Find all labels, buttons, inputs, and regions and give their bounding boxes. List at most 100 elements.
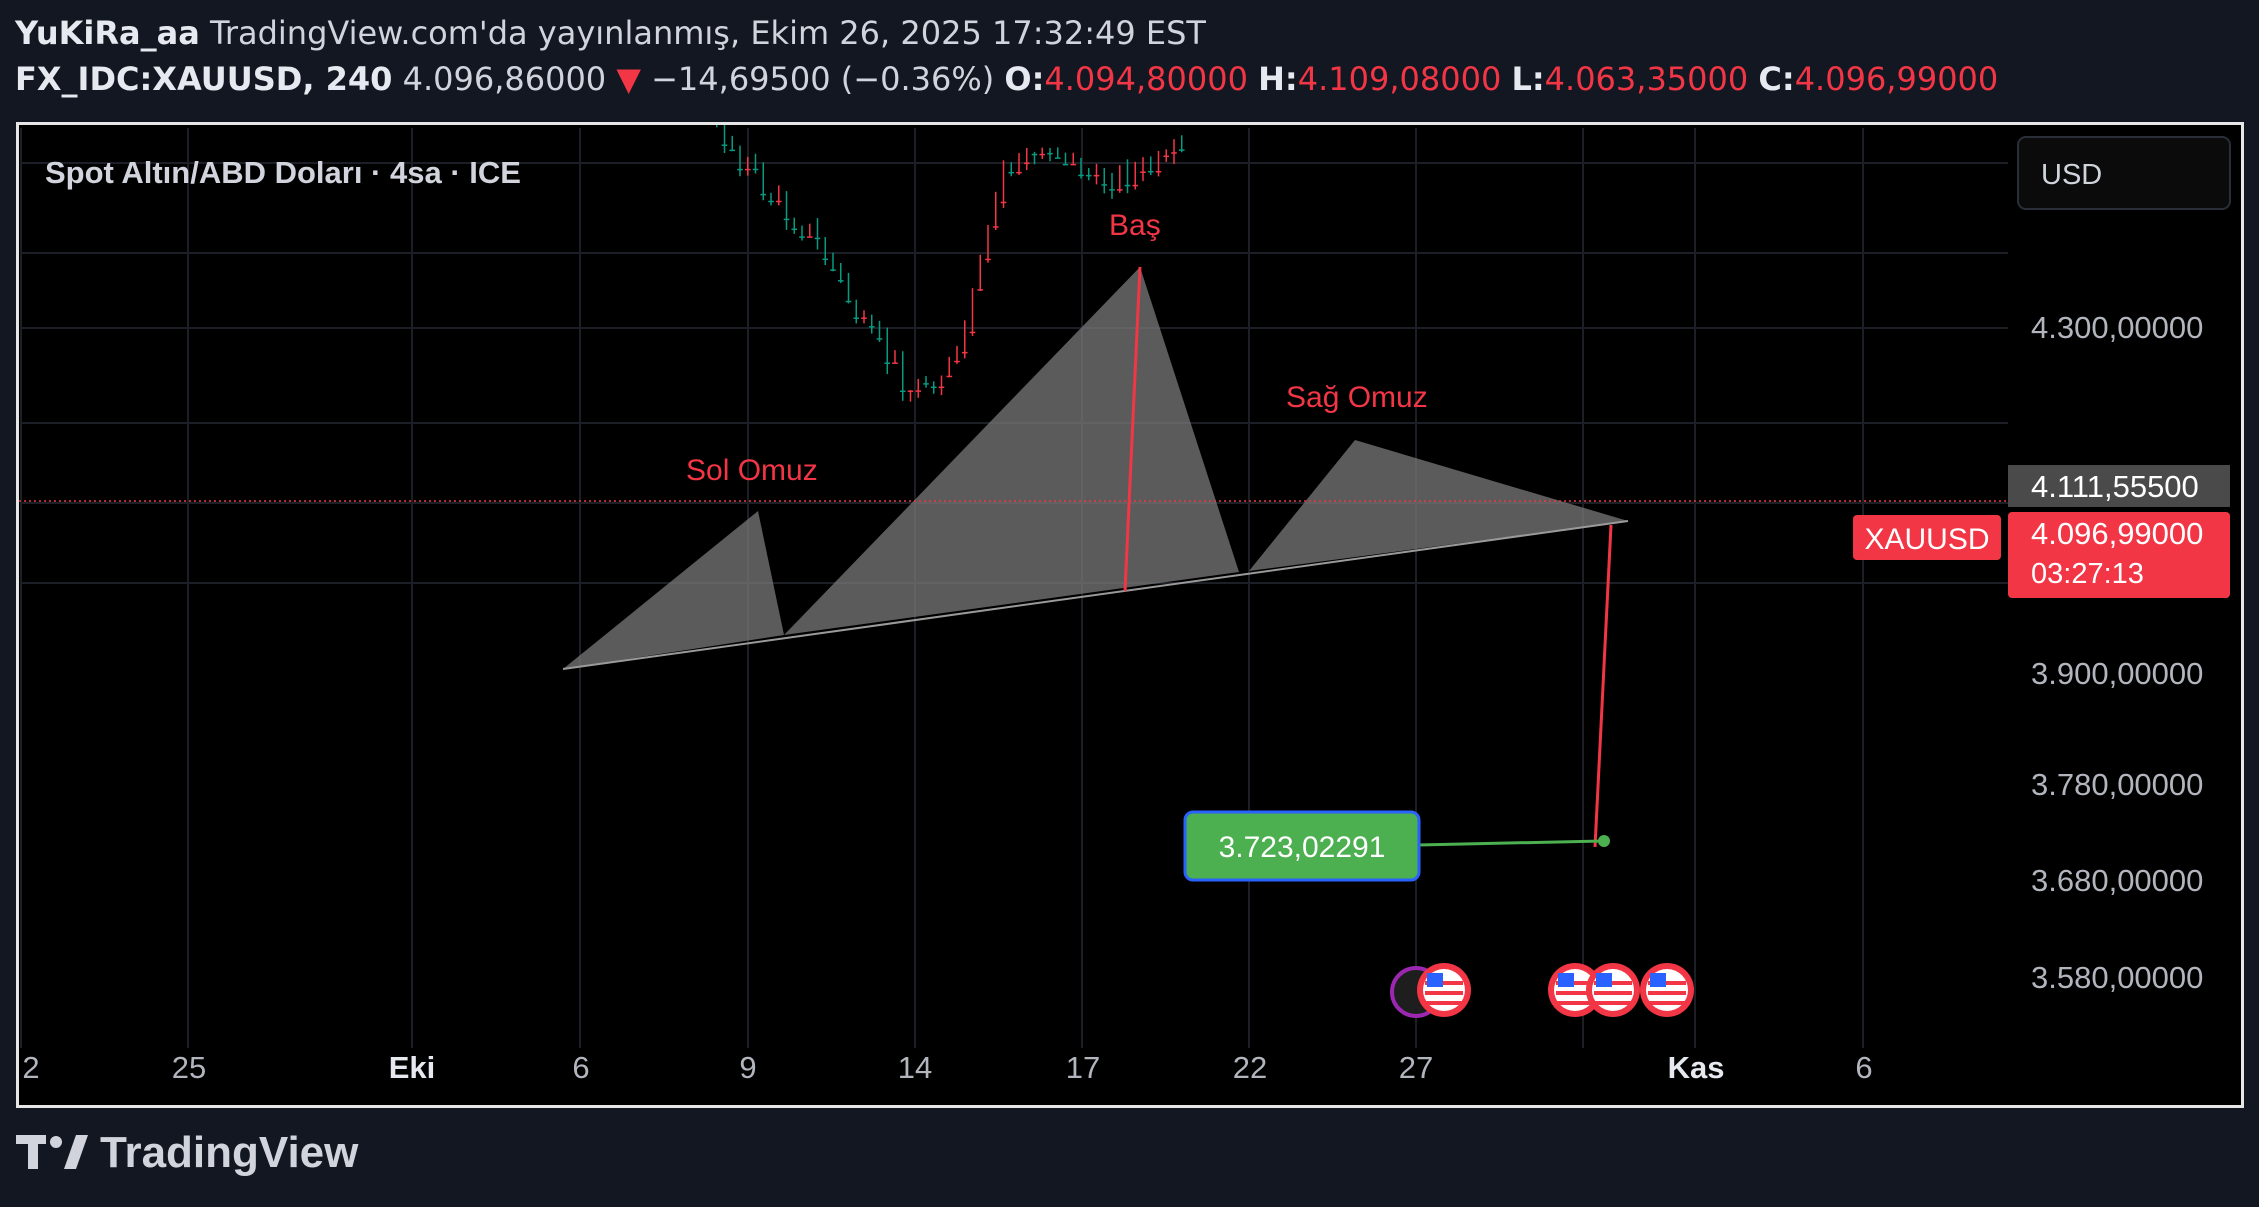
candle-body xyxy=(721,144,728,146)
time-tick: 25 xyxy=(172,1050,206,1085)
candle-body xyxy=(752,168,759,171)
left-shoulder-label: Sol Omuz xyxy=(686,454,818,487)
candle-body xyxy=(729,149,736,152)
projection-line[interactable] xyxy=(1593,524,1613,848)
candle-body xyxy=(876,338,883,340)
open-label: O: xyxy=(1004,60,1045,98)
candle-body xyxy=(1155,170,1162,173)
target-point[interactable] xyxy=(1598,835,1610,847)
candle-body xyxy=(977,289,984,291)
candle-body xyxy=(892,362,898,364)
footer-logo: TradingView xyxy=(16,1128,358,1178)
target-box[interactable] xyxy=(1183,810,1421,882)
price-axis: 4.300,00000 3.900,00000 3.780,00000 3.68… xyxy=(2031,310,2203,995)
candle-body xyxy=(1054,157,1061,159)
candle-body xyxy=(768,200,774,203)
right-shoulder-shape xyxy=(1249,440,1628,571)
us-flag-icon[interactable] xyxy=(1417,963,1471,1017)
candle-body xyxy=(760,193,767,196)
candle-body xyxy=(946,375,953,378)
us-flag-icon[interactable] xyxy=(1586,963,1640,1017)
candle-body xyxy=(884,362,891,364)
head-height-line[interactable] xyxy=(1123,266,1142,592)
currency-button[interactable] xyxy=(2017,136,2231,210)
current-price-tag xyxy=(2008,512,2230,598)
head-shoulders-pattern xyxy=(562,267,1629,670)
candle-body xyxy=(954,360,960,363)
candle-body xyxy=(1147,170,1154,173)
candle-body xyxy=(1178,149,1185,151)
candle-body xyxy=(1109,189,1115,191)
candle-body xyxy=(1101,184,1108,186)
chart-frame[interactable]: Spot Altın/ABD Doları · 4sa · ICE Sol Om… xyxy=(16,122,2244,1108)
price-chart[interactable]: Spot Altın/ABD Doları · 4sa · ICE Sol Om… xyxy=(19,125,2241,1105)
time-tick: 17 xyxy=(1066,1050,1100,1085)
published-info: TradingView.com'da yayınlanmış, Ekim 26,… xyxy=(209,14,1206,52)
candle-body xyxy=(1070,163,1077,166)
low-label: L: xyxy=(1511,60,1545,98)
time-tick: 9 xyxy=(739,1050,756,1085)
candle-body xyxy=(830,269,836,271)
current-price: 4.096,99000 xyxy=(2031,516,2203,551)
time-tick: 14 xyxy=(898,1050,932,1085)
candle-body xyxy=(1062,163,1069,166)
head-shape xyxy=(784,267,1239,635)
time-tick: Eki xyxy=(389,1050,436,1085)
candle-body xyxy=(1163,155,1170,158)
candle-body xyxy=(868,326,875,328)
time-tick: 22 xyxy=(1233,1050,1267,1085)
candle-body xyxy=(1047,152,1053,155)
candle-body xyxy=(907,390,914,393)
candle-body xyxy=(1016,171,1022,174)
candle-body xyxy=(930,386,937,389)
price-tick: 3.780,00000 xyxy=(2031,767,2203,802)
candle-body xyxy=(1031,153,1038,156)
candle-body xyxy=(923,383,929,385)
symbol-tag xyxy=(1853,515,2001,560)
candle-body xyxy=(799,236,805,238)
currency-label: USD xyxy=(2041,159,2102,191)
candle-body xyxy=(1171,152,1177,154)
close-label: C: xyxy=(1758,60,1795,98)
target-value: 3.723,02291 xyxy=(1219,831,1386,864)
target-line[interactable] xyxy=(1417,839,1604,847)
candle-body xyxy=(1000,201,1007,204)
high-value: 4.109,08000 xyxy=(1297,60,1502,98)
candle-body xyxy=(1140,171,1146,173)
event-icons xyxy=(1390,963,1694,1018)
candle-body xyxy=(806,236,813,238)
candle-body xyxy=(1093,174,1100,177)
author-name[interactable]: YuKiRa_aa xyxy=(15,14,200,52)
candle-body xyxy=(837,280,844,282)
close-value: 4.096,99000 xyxy=(1794,60,1999,98)
tradingview-wordmark: TradingView xyxy=(100,1128,359,1177)
candle-body xyxy=(1008,171,1015,174)
head-label: Baş xyxy=(1109,209,1161,242)
us-flag-icon[interactable] xyxy=(1640,963,1694,1017)
candle-body xyxy=(961,351,968,354)
candle-body xyxy=(861,317,867,319)
price-tick: 3.580,00000 xyxy=(2031,960,2203,995)
candle-body xyxy=(791,228,798,231)
symbol-tag-label: XAUUSD xyxy=(1864,523,1989,556)
candle-body xyxy=(915,390,922,392)
candle-body xyxy=(775,200,782,203)
candle-body xyxy=(1078,174,1084,177)
ohlc-line: FX_IDC:XAUUSD, 240 4.096,86000 ▼ −14,695… xyxy=(15,60,1998,98)
candle-body xyxy=(985,258,991,261)
time-tick: 6 xyxy=(572,1050,589,1085)
time-tick: 27 xyxy=(1399,1050,1433,1085)
crosshair-price: 4.111,55500 xyxy=(2031,469,2199,504)
low-value: 4.063,35000 xyxy=(1544,60,1749,98)
time-axis: 2 25 Eki 6 9 14 17 22 27 Kas 6 xyxy=(22,1050,1872,1085)
candle-body xyxy=(1124,184,1131,187)
price-tick: 3.680,00000 xyxy=(2031,863,2203,898)
candle-body xyxy=(899,390,906,393)
candle-series xyxy=(716,125,1185,402)
open-value: 4.094,80000 xyxy=(1044,60,1248,98)
candle-body xyxy=(737,168,743,171)
right-shoulder-label: Sağ Omuz xyxy=(1286,381,1428,414)
candle-body xyxy=(845,300,852,303)
candle-body xyxy=(814,237,821,240)
us-flag-icon[interactable] xyxy=(1548,963,1602,1017)
